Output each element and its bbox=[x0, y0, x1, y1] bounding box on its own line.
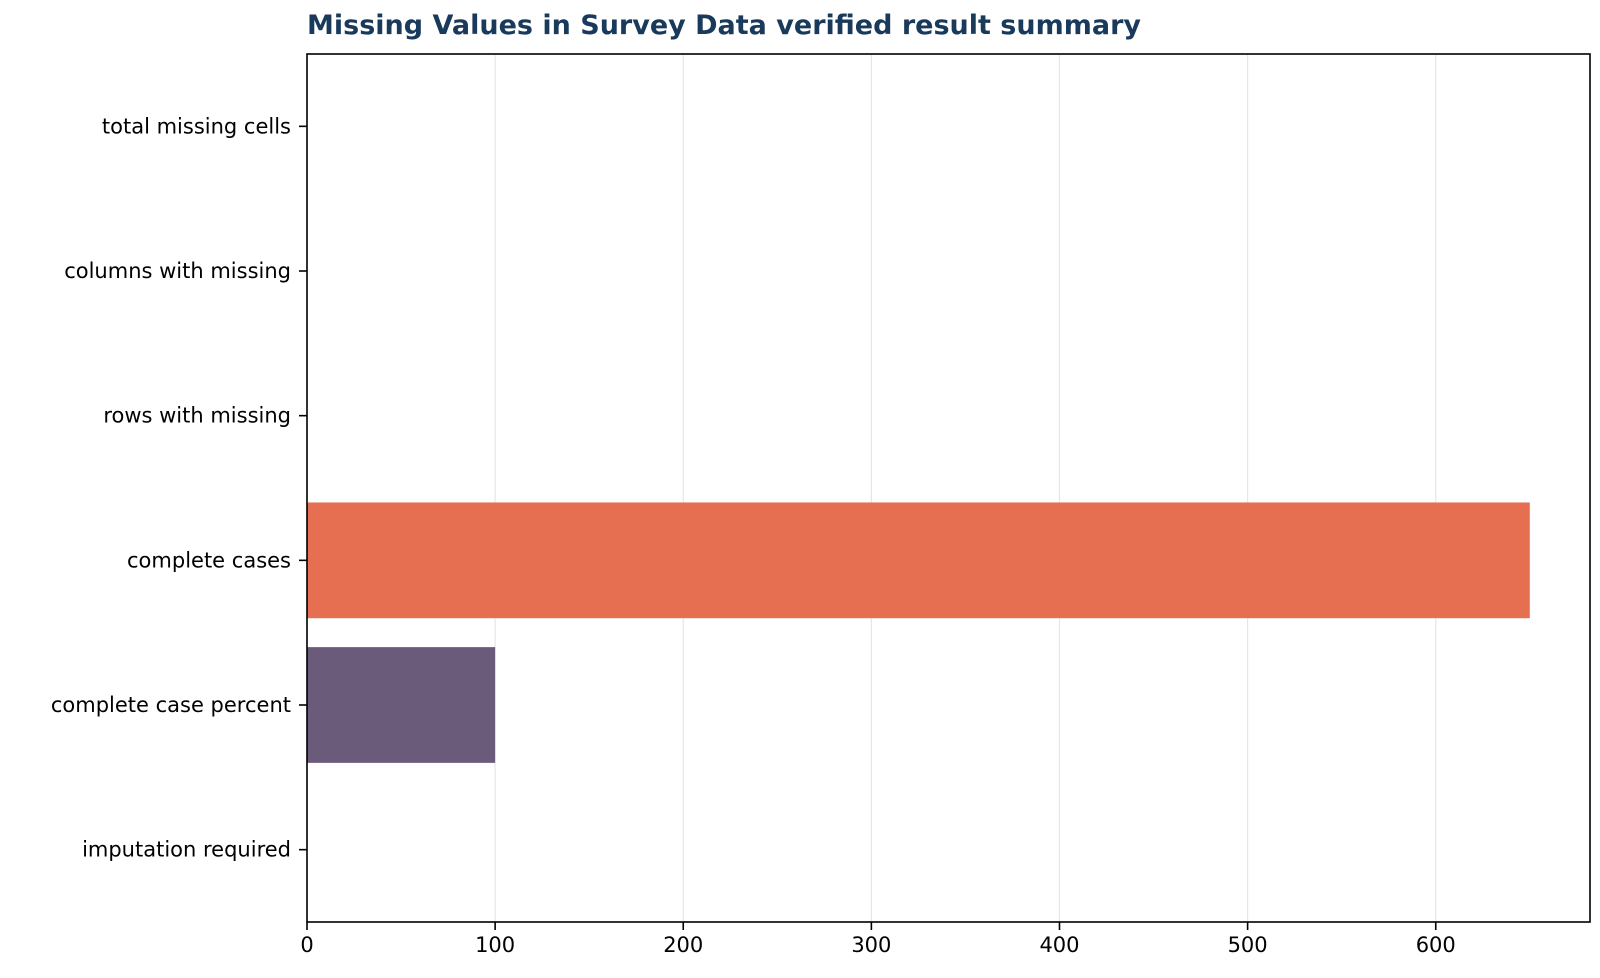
y-tick-label: imputation required bbox=[82, 838, 291, 862]
axes bbox=[306, 53, 1591, 923]
chart-title: Missing Values in Survey Data verified r… bbox=[307, 10, 1142, 41]
y-tick-label: complete case percent bbox=[51, 693, 291, 717]
bars bbox=[307, 502, 1530, 763]
bar bbox=[307, 647, 496, 763]
x-tick-label: 300 bbox=[851, 933, 891, 957]
grid-lines bbox=[306, 54, 1437, 922]
x-tick-label: 400 bbox=[1039, 933, 1079, 957]
y-tick-labels: total missing cells columns with missing r… bbox=[51, 114, 307, 862]
plot-frame bbox=[306, 53, 1591, 923]
y-tick-label: complete cases bbox=[127, 548, 291, 572]
bar bbox=[307, 502, 1530, 619]
y-tick-label: columns with missing bbox=[64, 259, 291, 283]
x-tick-label: 0 bbox=[300, 933, 313, 957]
x-tick-label: 200 bbox=[663, 933, 703, 957]
y-tick-label: rows with missing bbox=[103, 404, 291, 428]
x-tick-label: 100 bbox=[475, 933, 515, 957]
y-tick-label: total missing cells bbox=[102, 114, 291, 138]
x-tick-labels: 0 100 200 300 400 500 600 bbox=[300, 922, 1456, 957]
x-tick-label: 600 bbox=[1416, 933, 1456, 957]
x-tick-label: 500 bbox=[1228, 933, 1268, 957]
